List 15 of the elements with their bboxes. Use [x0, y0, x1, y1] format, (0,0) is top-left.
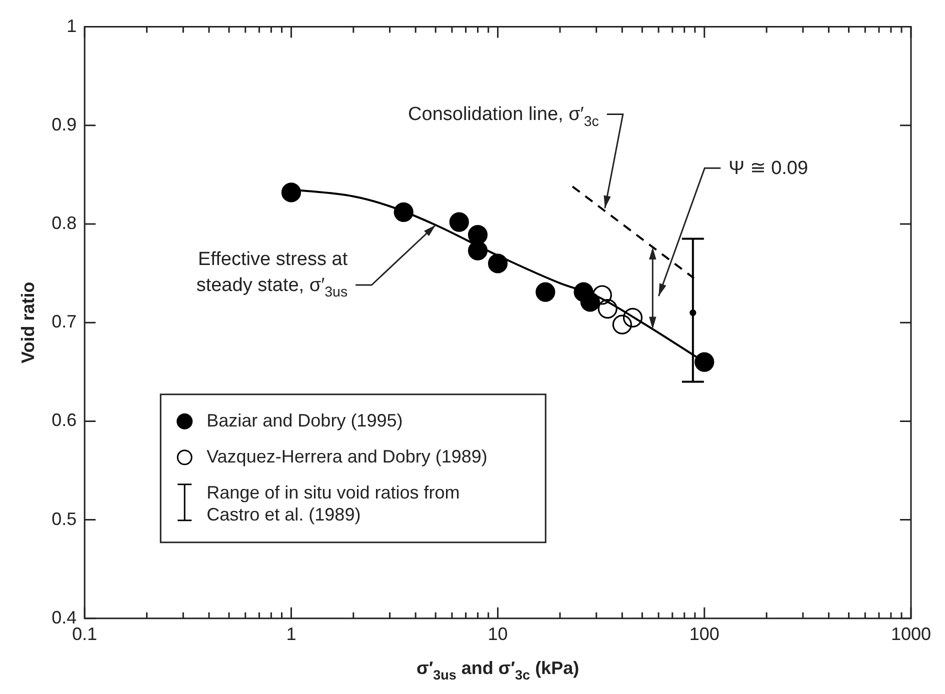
- y-tick-label: 0.7: [52, 312, 77, 332]
- y-tick-label: 1: [66, 16, 77, 36]
- legend-label: Baziar and Dobry (1995): [206, 410, 403, 430]
- y-tick-label: 0.6: [52, 410, 77, 430]
- y-axis-title: Void ratio: [18, 282, 38, 364]
- x-tick-label: 1: [286, 624, 296, 644]
- y-tick-label: 0.9: [52, 114, 77, 134]
- x-tick-label: 10: [488, 624, 508, 644]
- legend-label: Vazquez-Herrera and Dobry (1989): [206, 446, 488, 466]
- legend-label: Range of in situ void ratios from Castro et al. (1989): [206, 482, 460, 524]
- x-tick-label: 100: [689, 624, 720, 644]
- x-tick-label: 1000: [890, 624, 931, 644]
- y-tick-label: 0.5: [52, 508, 77, 529]
- annotation: Ψ ≅ 0.09: [728, 158, 808, 180]
- y-tick-label: 0.8: [52, 212, 77, 233]
